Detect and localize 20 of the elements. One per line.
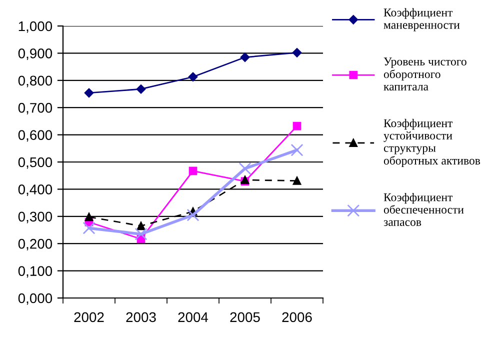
y-tick-label: 1,000	[18, 21, 52, 33]
y-tick-label: 0,500	[18, 157, 52, 169]
y-tick-label: 0,300	[18, 212, 52, 224]
y-tick-label: 0,900	[18, 48, 52, 60]
y-tick-label: 0,100	[18, 266, 52, 278]
legend-label: Уровень чистого оборотного капитала	[384, 58, 466, 90]
x-tick-label: 2004	[178, 312, 208, 322]
x-tick-label: 2002	[74, 312, 104, 322]
x-tick-label: 2003	[126, 312, 156, 322]
y-tick-label: 0,700	[18, 102, 52, 114]
legend-label: Коэффициент устойчивости структуры оборотных активов	[384, 118, 480, 167]
legend-label: Коэффициент маневренности	[384, 8, 460, 32]
x-tick-label: 2005	[230, 312, 260, 322]
y-tick-label: 0,400	[18, 184, 52, 196]
x-tick-label: 2006	[282, 312, 312, 322]
y-tick-label: 0,600	[18, 130, 52, 142]
y-tick-label: 0,200	[18, 238, 52, 250]
y-tick-label: 0,000	[18, 293, 52, 305]
y-tick-label: 0,800	[18, 76, 52, 88]
legend-label: Коэффициент обеспеченности запасов	[384, 192, 464, 226]
